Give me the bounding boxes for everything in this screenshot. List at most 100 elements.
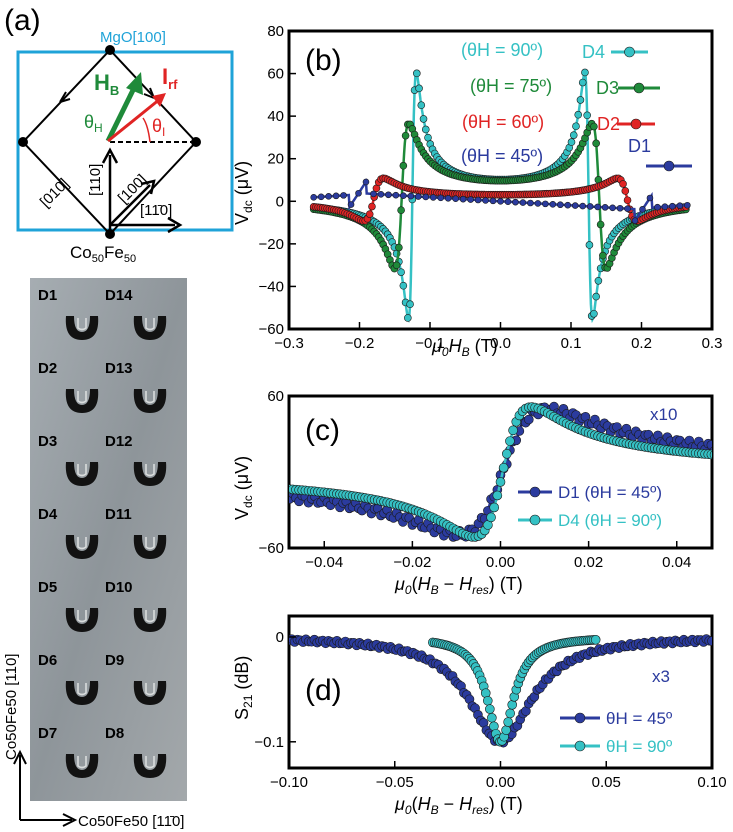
legend-entry: θH = 90º [606,737,672,756]
x-tick-label: −0.04 [305,554,343,571]
y-tick-label: 0 [276,629,284,646]
device-waveguide [145,756,155,769]
series-d4-marker [397,268,405,276]
arrowhead [62,813,78,827]
series-d1-marker [497,197,504,205]
device-waveguide [77,391,87,404]
device-waveguide [145,391,155,404]
series-d1-marker [716,440,725,449]
series-d3-marker [397,206,405,214]
series-d1-marker [474,196,482,204]
series-90-marker [482,695,493,706]
series-d4-marker [279,484,288,493]
series-d1-marker [512,198,519,206]
series-d1-marker [385,191,392,199]
series-d1-marker [370,190,377,198]
series-d4-marker [567,138,576,146]
series-d1-marker [579,202,587,210]
series-d1-marker [347,201,355,208]
series-d4-marker [505,436,515,446]
device-label: D9 [105,652,124,669]
theta-i-arc [142,117,151,143]
series-d1-marker [556,201,564,209]
device-label: D8 [105,725,124,742]
device-waveguide [77,464,87,477]
series-d1-marker [422,193,430,201]
x-tick-label: 0.00 [486,554,515,571]
series-d4-marker [569,131,578,139]
y-tick-label: 60 [267,388,284,405]
device-waveguide [77,318,87,331]
series-d4-marker [713,450,722,459]
legend-key-marker [529,486,541,498]
x-tick-label: −0.05 [376,774,414,791]
series-d4-marker [406,300,414,309]
series-d1-marker [437,194,445,202]
panel-c-annotation: x10 [650,405,677,424]
device-label: D11 [105,506,132,523]
series-d4-marker [415,84,423,93]
series-d1-marker [549,200,557,208]
y-tick-label: −60 [259,540,284,557]
series-d3-marker [596,220,605,229]
mgo-frame [16,50,234,232]
series-d4-marker [572,122,580,131]
series-90-marker [590,634,601,645]
x-tick-label: 0.04 [662,554,691,571]
series-d4-marker [576,96,585,104]
series-d1-marker [355,189,362,197]
series-d1-marker [609,204,616,212]
device-photo: D1 D14 D2 D13 D3 D12 D4 D11 D5 D10 D6 D9 D7 D8 Co50Fe… [3,278,187,830]
series-d1-marker [392,191,400,199]
series-d4-marker [581,68,589,77]
legend-key-marker [529,514,541,526]
series-d2-marker [368,202,376,211]
series-d1-marker [414,193,422,200]
series-d4-marker [486,512,496,523]
theta-i-label: θI [152,116,165,139]
series-d1-marker [429,194,437,201]
legend-key-marker [574,712,586,724]
series-d4-marker [578,78,587,87]
panel-d-annotation: x3 [652,667,670,686]
series-d4-marker [276,484,285,493]
y-tick-label: 20 [267,151,284,168]
series-d4-marker [492,490,503,501]
y-tick-label: −40 [259,278,284,295]
legend-theta-d1: (θH = 45º) [461,146,543,166]
device-shape [65,389,99,413]
series-45-marker [707,636,712,646]
device-label: D4 [38,506,58,523]
x-tick-label: 0.2 [631,335,652,352]
series-90-marker [507,700,518,710]
series-d1-marker [654,203,661,211]
panel-c-chart: −0.04 −0.02 0.00 0.02 0.04 60 −60 (c) x10 D1 (… [232,388,725,597]
series-d4-marker [413,69,421,78]
x-tick-label: 0.05 [592,774,621,791]
legend-key-marker [624,46,635,58]
device-label: D13 [105,360,133,377]
irf-label: Irf [162,64,178,92]
device-label: D1 [38,287,57,304]
series-d1-marker [482,197,489,204]
series-d1-marker [400,192,407,199]
series-d1-marker [489,197,497,205]
series-d1-marker [276,491,285,500]
legend-name-d4: D4 [582,42,605,62]
arrowhead [167,216,183,234]
series-d1-marker [564,201,572,209]
legend-name-d3: D3 [596,78,619,98]
series-d1-marker [362,178,370,186]
y-tick-label: −20 [259,236,284,253]
series-d1-marker [646,194,654,202]
photo-horizontal-axis-label: Co50Fe50 [11̄0] [78,813,184,830]
series-d3-marker [395,243,403,252]
series-d1-marker [684,201,691,209]
series-d1-marker [407,192,415,200]
series-d4-marker [594,276,603,285]
panel-c-xlabel: μ0(HB − Hres) (T) [394,574,523,597]
panel-b-ylabel: Vdc (μV) [232,161,255,225]
series-d1-marker [504,198,512,206]
series-d1-marker [459,195,467,203]
panel-d-xlabel: μ0(HB − Hres) (T) [394,794,523,817]
